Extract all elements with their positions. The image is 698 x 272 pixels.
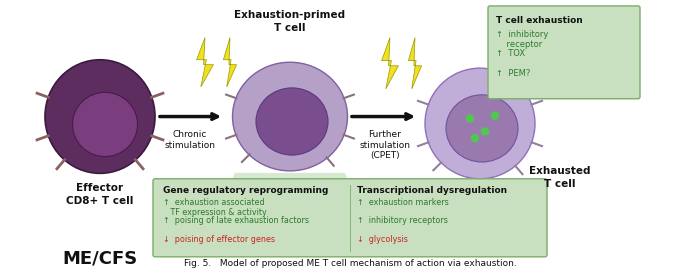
Text: T cell exhaustion: T cell exhaustion [496, 16, 583, 25]
Text: Exhausted
T cell: Exhausted T cell [529, 166, 591, 189]
Text: Exhaustion-primed
T cell: Exhaustion-primed T cell [235, 10, 346, 33]
Text: Further
stimulation
(CPET): Further stimulation (CPET) [359, 130, 410, 160]
Circle shape [491, 112, 498, 119]
FancyBboxPatch shape [153, 179, 547, 257]
Circle shape [466, 115, 473, 122]
Polygon shape [197, 38, 214, 87]
Text: Fig. 5.   Model of proposed ME T cell mechanism of action via exhaustion.: Fig. 5. Model of proposed ME T cell mech… [184, 259, 517, 268]
Text: Gene regulatory reprogramming: Gene regulatory reprogramming [163, 186, 328, 195]
Circle shape [482, 128, 489, 135]
Text: Transcriptional dysregulation: Transcriptional dysregulation [357, 186, 507, 195]
Text: ↑  poising of late exhaustion factors: ↑ poising of late exhaustion factors [163, 216, 309, 225]
Text: ↑  inhibitory
    receptor: ↑ inhibitory receptor [496, 30, 549, 49]
Text: ↑  PEM?: ↑ PEM? [496, 69, 530, 78]
Text: ↓  glycolysis: ↓ glycolysis [357, 235, 408, 244]
Text: ↑  exhaustion associated
   TF expression & activity: ↑ exhaustion associated TF expression & … [163, 197, 267, 217]
Ellipse shape [256, 88, 328, 155]
Polygon shape [408, 38, 422, 89]
Text: ↑  exhaustion markers: ↑ exhaustion markers [357, 197, 449, 206]
Ellipse shape [232, 62, 348, 171]
FancyBboxPatch shape [488, 6, 640, 99]
Text: Chronic
stimulation: Chronic stimulation [165, 130, 216, 150]
Circle shape [472, 135, 479, 142]
Text: ↑  TOX: ↑ TOX [496, 50, 525, 58]
Polygon shape [223, 38, 237, 87]
Text: ↑  inhibitory receptors: ↑ inhibitory receptors [357, 216, 448, 225]
Ellipse shape [446, 95, 518, 162]
Text: Effector
CD8+ T cell: Effector CD8+ T cell [66, 183, 134, 206]
Text: ↓  poising of effector genes: ↓ poising of effector genes [163, 235, 275, 244]
Ellipse shape [425, 68, 535, 179]
Ellipse shape [45, 60, 155, 173]
Polygon shape [382, 38, 399, 89]
Ellipse shape [73, 92, 138, 157]
Polygon shape [210, 173, 370, 229]
Text: ME/CFS: ME/CFS [63, 250, 138, 268]
